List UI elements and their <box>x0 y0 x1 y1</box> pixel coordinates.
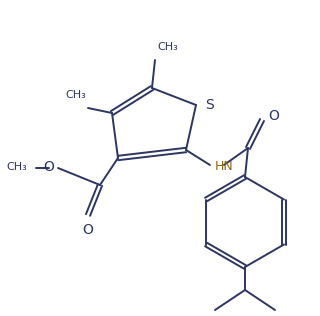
Text: HN: HN <box>215 161 234 173</box>
Text: CH₃: CH₃ <box>65 90 86 100</box>
Text: CH₃: CH₃ <box>157 42 178 52</box>
Text: O: O <box>83 223 93 237</box>
Text: O: O <box>268 109 279 123</box>
Text: S: S <box>205 98 214 112</box>
Text: O: O <box>43 160 54 174</box>
Text: CH₃: CH₃ <box>6 162 27 172</box>
